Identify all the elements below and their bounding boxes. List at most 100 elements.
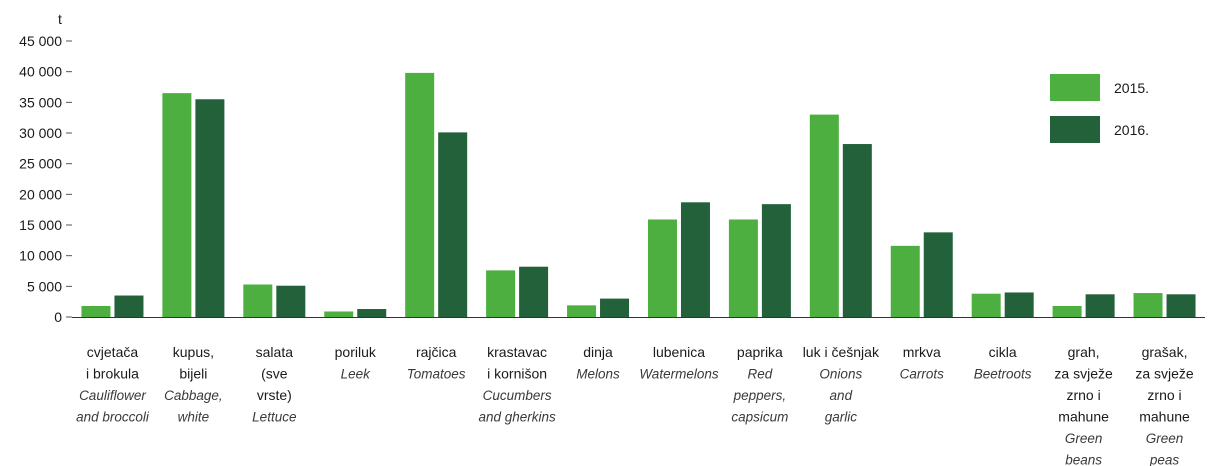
- category-label-hr: vrste): [257, 387, 292, 403]
- category-label-hr: luk i češnjak: [803, 344, 880, 360]
- category-labels: cvjetača i brokula Cauliflower and broccoli…: [76, 344, 1194, 466]
- category-label-hr: za svježe: [1054, 366, 1113, 382]
- bar-2015-12: [1052, 305, 1082, 317]
- bar-2016-9: [842, 144, 872, 317]
- category-label-8: paprika Red peppers, capsicum: [731, 344, 788, 425]
- y-axis-ticks: 0 5 000 10 000 15 000 20 000 25 000 30 000 35 0…: [19, 33, 72, 325]
- bar-2016-2: [276, 285, 306, 317]
- bar-2016-5: [519, 266, 549, 317]
- category-label-10: mrkva Carrots: [900, 344, 945, 382]
- category-label-5: krastavac i kornišon Cucumbers and gherkins: [478, 344, 556, 425]
- legend: 2015. 2016.: [1050, 74, 1149, 143]
- y-tick-label: 45 000: [19, 33, 62, 49]
- legend-label-2015: 2015.: [1114, 80, 1149, 96]
- bar-2015-9: [809, 114, 839, 317]
- bar-2015-7: [647, 219, 677, 317]
- category-label-en: Beetroots: [974, 367, 1032, 382]
- bar-2016-12: [1085, 294, 1115, 317]
- bar-2015-13: [1133, 293, 1163, 317]
- category-label-hr: krastavac: [487, 344, 547, 360]
- category-label-en: Green: [1065, 431, 1103, 446]
- category-label-1: kupus, bijeli Cabbage, white: [164, 344, 223, 425]
- bar-2016-7: [680, 202, 710, 317]
- category-label-en: peas: [1149, 453, 1180, 466]
- y-tick-label: 5 000: [27, 278, 62, 294]
- category-label-en: and gherkins: [478, 410, 556, 425]
- category-label-en: Cabbage,: [164, 388, 223, 403]
- bar-2016-6: [600, 298, 630, 317]
- category-label-hr: cikla: [989, 344, 1017, 360]
- legend-swatch-2015: [1050, 74, 1100, 101]
- category-label-hr: grašak,: [1142, 344, 1188, 360]
- category-label-hr: salata: [256, 344, 294, 360]
- category-label-hr: zrno i: [1147, 387, 1181, 403]
- category-label-9: luk i češnjak Onions and garlic: [803, 344, 880, 425]
- category-label-hr: za svježe: [1135, 366, 1194, 382]
- category-label-2: salata (sve vrste) Lettuce: [252, 344, 296, 425]
- category-label-hr: rajčica: [416, 344, 457, 360]
- category-label-11: cikla Beetroots: [974, 344, 1032, 382]
- category-label-hr: (sve: [261, 366, 288, 382]
- category-label-en: Onions: [819, 367, 862, 382]
- category-label-hr: i kornišon: [487, 366, 547, 382]
- category-label-en: Cucumbers: [483, 388, 552, 403]
- category-label-hr: mahune: [1139, 409, 1190, 425]
- category-label-en: Watermelons: [639, 367, 719, 382]
- category-label-en: and: [830, 388, 853, 403]
- category-label-en: peppers,: [733, 388, 787, 403]
- bar-2015-11: [971, 293, 1001, 317]
- bar-2015-6: [567, 305, 597, 317]
- category-label-0: cvjetača i brokula Cauliflower and broccoli: [76, 344, 150, 425]
- category-label-en: Green: [1146, 431, 1184, 446]
- category-label-en: Tomatoes: [407, 367, 466, 382]
- category-label-en: Carrots: [900, 367, 945, 382]
- bar-2015-3: [324, 311, 354, 317]
- bar-2015-1: [162, 93, 192, 317]
- category-label-hr: mrkva: [903, 344, 941, 360]
- y-axis-unit: t: [58, 11, 62, 27]
- bars: [81, 72, 1196, 318]
- category-label-en: Melons: [576, 367, 620, 382]
- category-label-en: beans: [1065, 453, 1102, 466]
- bar-2016-0: [114, 295, 144, 317]
- bar-2015-0: [81, 305, 111, 317]
- bar-2016-8: [761, 204, 791, 317]
- category-label-en: Leek: [341, 367, 372, 382]
- y-tick-label: 30 000: [19, 125, 62, 141]
- bar-2015-5: [486, 270, 516, 317]
- category-label-3: poriluk Leek: [335, 344, 377, 382]
- y-tick-label: 35 000: [19, 94, 62, 110]
- category-label-hr: mahune: [1058, 409, 1109, 425]
- category-label-6: dinja Melons: [576, 344, 620, 382]
- category-label-12: grah, za svježe zrno i mahune Green beans: [1054, 344, 1113, 466]
- category-label-hr: poriluk: [335, 344, 377, 360]
- bar-2016-13: [1166, 294, 1196, 317]
- category-label-7: lubenica Watermelons: [639, 344, 719, 382]
- bar-2015-4: [405, 72, 435, 317]
- y-tick-label: 25 000: [19, 156, 62, 172]
- bar-2016-11: [1004, 292, 1034, 317]
- y-tick-label: 15 000: [19, 217, 62, 233]
- legend-swatch-2016: [1050, 116, 1100, 143]
- category-label-en: Cauliflower: [79, 388, 146, 403]
- bar-2016-3: [357, 309, 387, 317]
- category-label-hr: i brokula: [86, 366, 139, 382]
- category-label-hr: cvjetača: [87, 344, 139, 360]
- bar-2016-4: [438, 132, 468, 317]
- category-label-13: grašak, za svježe zrno i mahune Green peas: [1135, 344, 1194, 466]
- category-label-4: rajčica Tomatoes: [407, 344, 466, 382]
- category-label-hr: dinja: [583, 344, 613, 360]
- category-label-en: Red: [748, 367, 773, 382]
- bar-2015-8: [728, 219, 758, 317]
- category-label-hr: paprika: [737, 344, 783, 360]
- bar-2015-10: [890, 245, 920, 317]
- category-label-en: white: [178, 410, 210, 425]
- bar-2016-10: [923, 232, 953, 317]
- category-label-en: Lettuce: [252, 410, 296, 425]
- y-tick-label: 0: [54, 309, 62, 325]
- bar-2015-2: [243, 284, 273, 317]
- category-label-en: capsicum: [731, 410, 788, 425]
- legend-label-2016: 2016.: [1114, 122, 1149, 138]
- bar-2016-1: [195, 99, 225, 318]
